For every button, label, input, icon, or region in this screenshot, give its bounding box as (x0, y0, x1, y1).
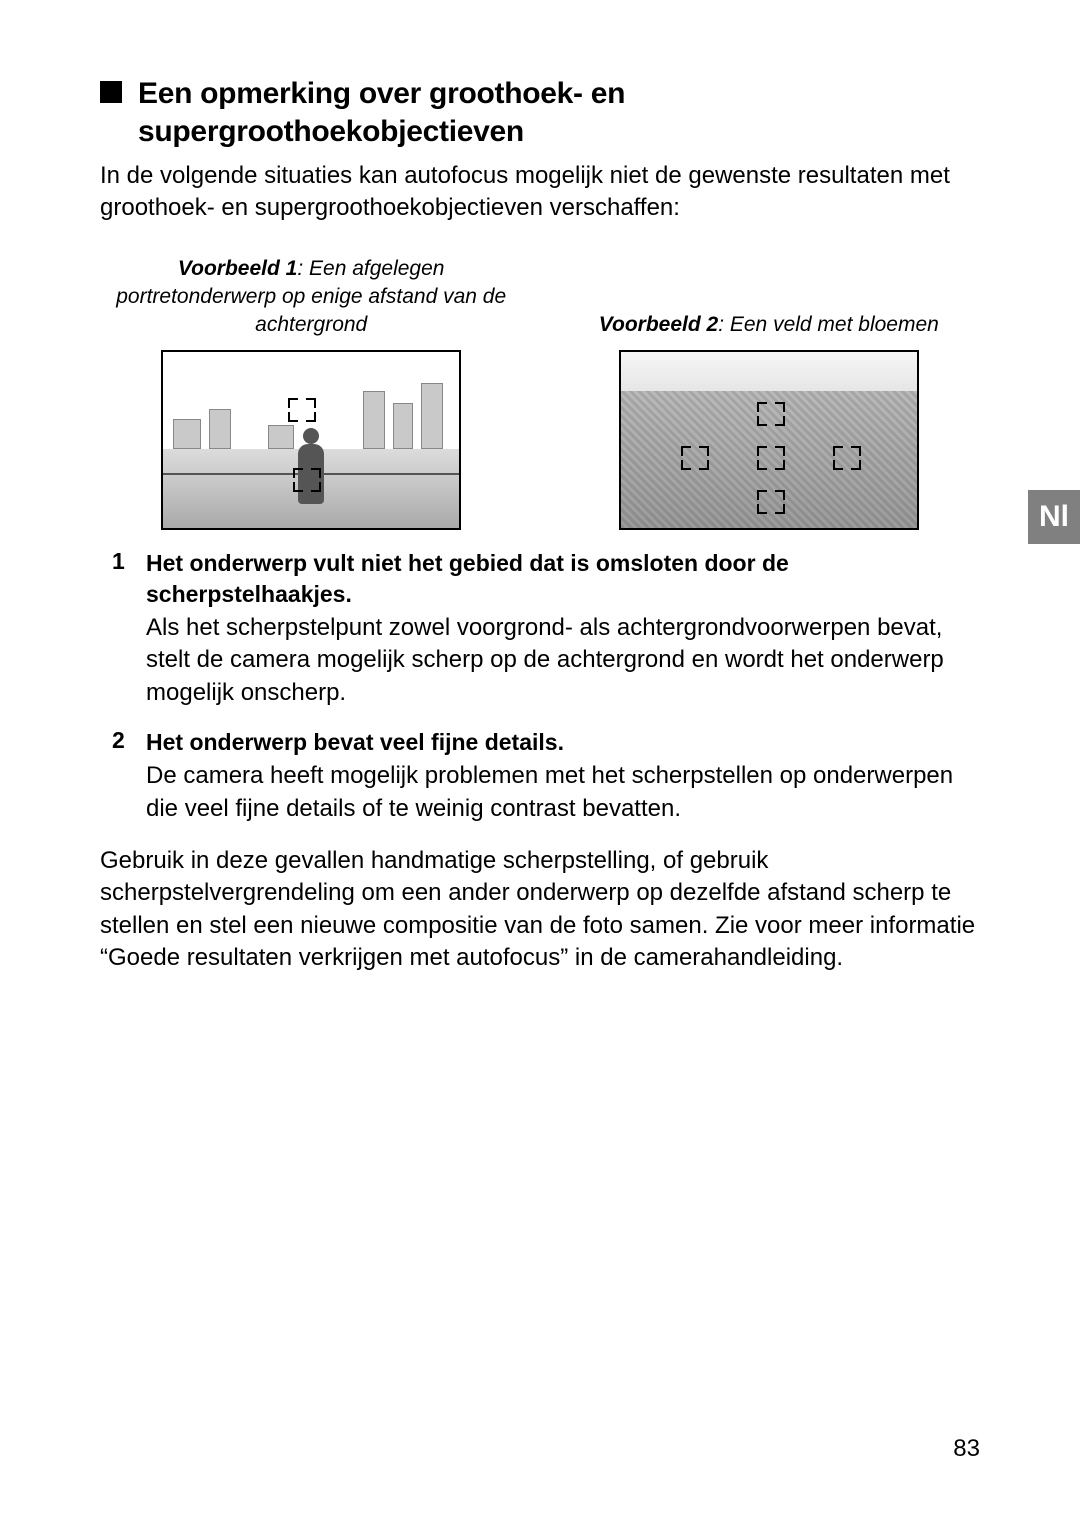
numbered-list: 1 Het onderwerp vult niet het gebied dat… (112, 548, 980, 825)
focus-bracket-icon (757, 446, 785, 470)
example-2-caption: Voorbeeld 2: Een veld met bloemen (558, 311, 980, 339)
focus-bracket-icon (288, 398, 316, 422)
example-1-rest: : Een afgelegen portretonderwerp op enig… (116, 257, 506, 337)
focus-bracket-icon (681, 446, 709, 470)
list-item: 1 Het onderwerp vult niet het gebied dat… (112, 548, 980, 709)
example-2-image (619, 350, 919, 530)
item-number: 1 (112, 548, 146, 709)
example-1: Voorbeeld 1: Een afgelegen portretonderw… (100, 255, 522, 530)
example-1-label: Voorbeeld 1 (178, 257, 297, 280)
heading-text: Een opmerking over groothoek- en supergr… (138, 75, 980, 150)
page-number: 83 (953, 1435, 980, 1463)
item-description: De camera heeft mogelijk problemen met h… (146, 760, 980, 825)
manual-page: Een opmerking over groothoek- en supergr… (0, 0, 1080, 1521)
language-tab: Nl (1028, 490, 1080, 544)
section-heading: Een opmerking over groothoek- en supergr… (100, 75, 980, 150)
example-2-label: Voorbeeld 2 (599, 313, 718, 336)
item-title: Het onderwerp bevat veel fijne details. (146, 727, 980, 758)
item-number: 2 (112, 727, 146, 825)
example-1-image (161, 350, 461, 530)
heading-bullet-icon (100, 81, 122, 103)
focus-bracket-icon (757, 490, 785, 514)
list-item: 2 Het onderwerp bevat veel fijne details… (112, 727, 980, 825)
focus-bracket-icon (293, 468, 321, 492)
example-2: Voorbeeld 2: Een veld met bloemen (558, 255, 980, 530)
example-1-caption: Voorbeeld 1: Een afgelegen portretonderw… (100, 255, 522, 340)
focus-bracket-icon (833, 446, 861, 470)
example-2-rest: : Een veld met bloemen (718, 313, 939, 336)
item-title: Het onderwerp vult niet het gebied dat i… (146, 548, 980, 610)
focus-bracket-icon (757, 402, 785, 426)
examples-row: Voorbeeld 1: Een afgelegen portretonderw… (100, 255, 980, 530)
closing-paragraph: Gebruik in deze gevallen handmatige sche… (100, 845, 980, 975)
intro-paragraph: In de volgende situaties kan autofocus m… (100, 160, 980, 225)
item-description: Als het scherpstelpunt zowel voorgrond- … (146, 612, 980, 709)
